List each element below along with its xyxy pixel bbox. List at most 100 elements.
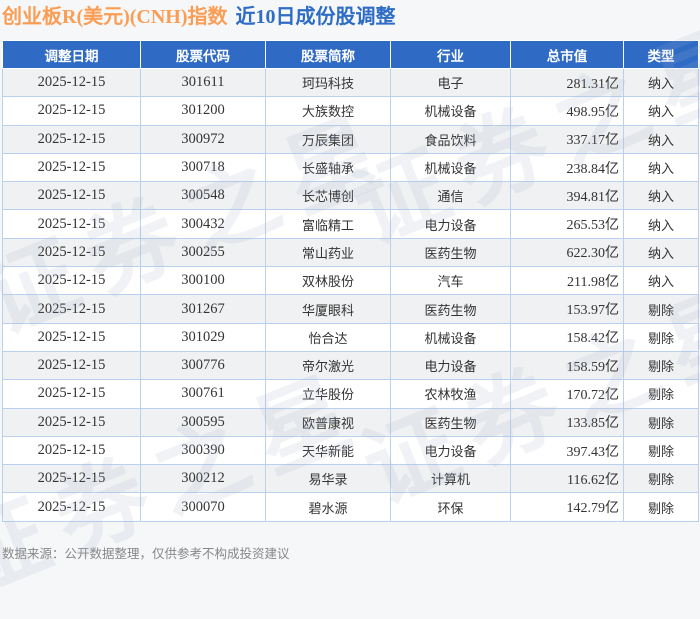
cell-stock-code: 300776 xyxy=(140,350,266,381)
cell-market-cap: 211.98亿 xyxy=(510,266,624,296)
cell-adjust-date: 2025-12-15 xyxy=(2,407,141,437)
index-name: 创业板R(美元)(CNH)指数 xyxy=(2,6,228,28)
cell-market-cap: 394.81亿 xyxy=(510,181,624,211)
cell-stock-code: 300761 xyxy=(140,379,266,409)
cell-adjust-date: 2025-12-15 xyxy=(2,181,141,211)
table-row: 2025-12-15 300432 富临精工 电力设备 265.53亿 纳入 xyxy=(2,209,699,239)
cell-type: 剔除 xyxy=(623,350,699,381)
cell-stock-code: 300390 xyxy=(140,435,266,466)
cell-type: 纳入 xyxy=(623,237,699,268)
cell-stock-name: 富临精工 xyxy=(265,209,391,239)
cell-industry: 电力设备 xyxy=(390,209,511,239)
table-row: 2025-12-15 301611 珂玛科技 电子 281.31亿 纳入 xyxy=(2,67,699,98)
cell-market-cap: 133.85亿 xyxy=(510,407,624,437)
cell-market-cap: 153.97亿 xyxy=(510,294,624,324)
cell-stock-name: 常山药业 xyxy=(265,237,391,268)
table-body: 2025-12-15 301611 珂玛科技 电子 281.31亿 纳入 2025-12-1… xyxy=(2,67,699,522)
table-row: 2025-12-15 300070 碧水源 环保 142.79亿 剔除 xyxy=(2,492,699,522)
cell-stock-code: 300718 xyxy=(140,152,266,183)
table-row: 2025-12-15 300255 常山药业 医药生物 622.30亿 纳入 xyxy=(2,237,699,268)
cell-type: 剔除 xyxy=(623,464,699,494)
page-subtitle: 近10日成份股调整 xyxy=(235,6,396,28)
cell-market-cap: 142.79亿 xyxy=(510,492,624,522)
cell-type: 剔除 xyxy=(623,407,699,437)
table-row: 2025-12-15 300548 长芯博创 通信 394.81亿 纳入 xyxy=(2,181,699,211)
cell-adjust-date: 2025-12-15 xyxy=(2,379,141,409)
cell-stock-name: 双林股份 xyxy=(265,266,391,296)
cell-type: 纳入 xyxy=(623,209,699,239)
table-row: 2025-12-15 300212 易华录 计算机 116.62亿 剔除 xyxy=(2,464,699,494)
cell-stock-name: 帝尔激光 xyxy=(265,350,391,381)
column-header-market-cap: 总市值 xyxy=(510,40,624,69)
cell-stock-name: 天华新能 xyxy=(265,435,391,466)
table-row: 2025-12-15 300761 立华股份 农林牧渔 170.72亿 剔除 xyxy=(2,379,699,409)
table-row: 2025-12-15 300595 欧普康视 医药生物 133.85亿 剔除 xyxy=(2,407,699,437)
table-row: 2025-12-15 300972 万辰集团 食品饮料 337.17亿 纳入 xyxy=(2,124,699,154)
cell-stock-code: 300595 xyxy=(140,407,266,437)
cell-market-cap: 337.17亿 xyxy=(510,124,624,154)
column-header-industry: 行业 xyxy=(390,40,511,69)
cell-type: 纳入 xyxy=(623,152,699,183)
table-row: 2025-12-15 300390 天华新能 电力设备 397.43亿 剔除 xyxy=(2,435,699,466)
cell-type: 纳入 xyxy=(623,96,699,126)
cell-adjust-date: 2025-12-15 xyxy=(2,464,141,494)
header-row: 调整日期 股票代码 股票简称 行业 总市值 类型 xyxy=(2,40,699,69)
cell-market-cap: 498.95亿 xyxy=(510,96,624,126)
cell-adjust-date: 2025-12-15 xyxy=(2,435,141,466)
cell-stock-code: 300100 xyxy=(140,266,266,296)
table-header: 调整日期 股票代码 股票简称 行业 总市值 类型 xyxy=(2,40,699,69)
cell-stock-name: 怡合达 xyxy=(265,322,391,352)
table-row: 2025-12-15 300718 长盛轴承 机械设备 238.84亿 纳入 xyxy=(2,152,699,183)
column-header-stock-name: 股票简称 xyxy=(265,40,391,69)
cell-stock-code: 301200 xyxy=(140,96,266,126)
cell-industry: 机械设备 xyxy=(390,152,511,183)
cell-adjust-date: 2025-12-15 xyxy=(2,124,141,154)
cell-stock-name: 易华录 xyxy=(265,464,391,494)
cell-adjust-date: 2025-12-15 xyxy=(2,294,141,324)
cell-stock-name: 碧水源 xyxy=(265,492,391,522)
cell-market-cap: 281.31亿 xyxy=(510,67,624,98)
cell-adjust-date: 2025-12-15 xyxy=(2,237,141,268)
cell-type: 纳入 xyxy=(623,67,699,98)
column-header-stock-code: 股票代码 xyxy=(140,40,266,69)
cell-stock-code: 301267 xyxy=(140,294,266,324)
cell-stock-code: 300070 xyxy=(140,492,266,522)
cell-adjust-date: 2025-12-15 xyxy=(2,209,141,239)
cell-industry: 医药生物 xyxy=(390,407,511,437)
page-title: 创业板R(美元)(CNH)指数 近10日成份股调整 xyxy=(2,3,396,31)
cell-stock-name: 大族数控 xyxy=(265,96,391,126)
cell-market-cap: 158.42亿 xyxy=(510,322,624,352)
cell-type: 纳入 xyxy=(623,181,699,211)
cell-adjust-date: 2025-12-15 xyxy=(2,96,141,126)
cell-market-cap: 622.30亿 xyxy=(510,237,624,268)
cell-stock-code: 300255 xyxy=(140,237,266,268)
table-row: 2025-12-15 300776 帝尔激光 电力设备 158.59亿 剔除 xyxy=(2,350,699,381)
cell-stock-name: 华厦眼科 xyxy=(265,294,391,324)
column-header-type: 类型 xyxy=(623,40,699,69)
cell-adjust-date: 2025-12-15 xyxy=(2,152,141,183)
cell-stock-name: 立华股份 xyxy=(265,379,391,409)
cell-industry: 医药生物 xyxy=(390,237,511,268)
cell-industry: 通信 xyxy=(390,181,511,211)
cell-industry: 环保 xyxy=(390,492,511,522)
cell-industry: 电力设备 xyxy=(390,350,511,381)
cell-industry: 汽车 xyxy=(390,266,511,296)
cell-type: 纳入 xyxy=(623,124,699,154)
cell-industry: 计算机 xyxy=(390,464,511,494)
cell-stock-name: 长盛轴承 xyxy=(265,152,391,183)
cell-stock-code: 301611 xyxy=(140,67,266,98)
cell-adjust-date: 2025-12-15 xyxy=(2,492,141,522)
cell-stock-code: 300212 xyxy=(140,464,266,494)
cell-market-cap: 158.59亿 xyxy=(510,350,624,381)
cell-type: 纳入 xyxy=(623,266,699,296)
table-row: 2025-12-15 301200 大族数控 机械设备 498.95亿 纳入 xyxy=(2,96,699,126)
cell-stock-code: 300548 xyxy=(140,181,266,211)
cell-market-cap: 116.62亿 xyxy=(510,464,624,494)
cell-stock-code: 300432 xyxy=(140,209,266,239)
cell-industry: 电子 xyxy=(390,67,511,98)
cell-market-cap: 238.84亿 xyxy=(510,152,624,183)
constituent-adjustment-table: 调整日期 股票代码 股票简称 行业 总市值 类型 2025-12-15 301611 珂玛科技… xyxy=(2,40,699,522)
cell-industry: 医药生物 xyxy=(390,294,511,324)
cell-type: 剔除 xyxy=(623,294,699,324)
cell-stock-name: 珂玛科技 xyxy=(265,67,391,98)
